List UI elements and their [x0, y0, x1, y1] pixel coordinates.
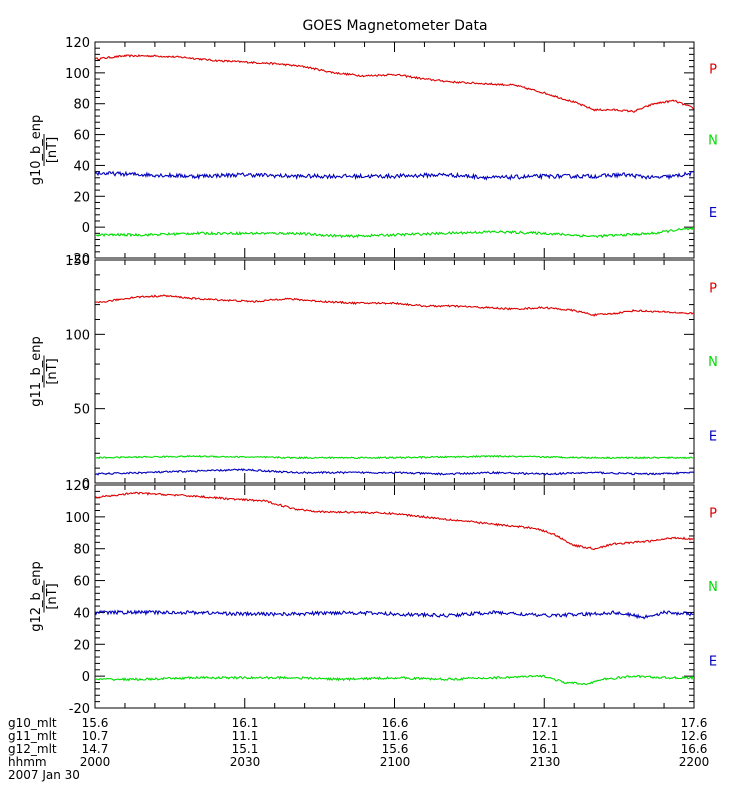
panel-1: -20 0 20 40 60 80 100 120 g10_b_enp [nT] P N E — [29, 36, 718, 267]
y-tick-label: 120 — [65, 479, 90, 494]
x-row-value: 12.6 — [681, 729, 708, 743]
series-line-N — [95, 226, 694, 239]
x-row-value: 12.1 — [532, 729, 559, 743]
series-line-E — [95, 170, 694, 181]
x-row-value: 15.1 — [232, 742, 259, 756]
y-tick-label: -20 — [69, 702, 90, 717]
legend-N: N — [708, 134, 718, 149]
y-tick-label: -20 — [69, 252, 90, 267]
x-row-value: 17.6 — [681, 716, 708, 730]
x-row-value: 11.6 — [382, 729, 409, 743]
panel-frame — [94, 41, 695, 259]
series-line-P — [95, 491, 694, 551]
y-tick-label: 40 — [73, 159, 90, 174]
y-tick-label: 20 — [73, 638, 90, 653]
x-row-value: 16.6 — [382, 716, 409, 730]
x-row-value: 14.7 — [82, 742, 109, 756]
panel-3: -20 0 20 40 60 80 100 120 g12_b_enp [nT] P N E — [29, 479, 718, 717]
x-row-label: g10_mlt — [8, 716, 57, 730]
x-row-value: 15.6 — [82, 716, 109, 730]
x-row-value: 2130 — [530, 755, 561, 769]
series-line-E — [95, 609, 694, 620]
y-tick-label: 80 — [73, 543, 90, 558]
legend-E: E — [709, 206, 717, 221]
x-row-value: 2200 — [679, 755, 710, 769]
panel-2: 0 50 100 150 g11_b_enp [nT] P N E — [29, 254, 718, 492]
x-row-value: 16.1 — [532, 742, 559, 756]
panel-frame — [94, 484, 695, 709]
x-row-value: 10.7 — [82, 729, 109, 743]
x-row-value: 2100 — [380, 755, 411, 769]
y-tick-label: 0 — [82, 221, 90, 236]
x-row-value: 2030 — [230, 755, 261, 769]
x-row-value: 16.1 — [232, 716, 259, 730]
series-line-P — [95, 54, 694, 113]
legend-N: N — [708, 580, 718, 595]
legend-E: E — [709, 655, 717, 670]
x-row-label: g12_mlt — [8, 742, 57, 756]
series-line-E — [95, 468, 694, 476]
y-axis-label: g10_b_enp — [29, 115, 44, 186]
y-tick-label: 60 — [73, 129, 90, 144]
y-axis-label: g12_b_enp — [29, 561, 44, 632]
x-axis-table: g10_mlt 15.6 16.1 16.6 17.1 17.6 g11_mlt 10.7 11… — [8, 716, 709, 782]
series-line-P — [95, 294, 694, 317]
y-tick-label: 80 — [73, 98, 90, 113]
x-row-label: g11_mlt — [8, 729, 57, 743]
y-tick-label: 60 — [73, 575, 90, 590]
x-row-value: 16.6 — [681, 742, 708, 756]
y-axis-label: g11_b_enp — [29, 336, 44, 407]
x-row-value: 17.1 — [532, 716, 559, 730]
legend-P: P — [709, 62, 717, 77]
x-row-label: hhmm — [8, 755, 47, 769]
y-axis-unit: [nT] — [45, 358, 60, 384]
x-row-value: 15.6 — [382, 742, 409, 756]
y-axis-unit: [nT] — [45, 583, 60, 609]
y-tick-label: 40 — [73, 606, 90, 621]
legend-P: P — [709, 506, 717, 521]
y-tick-label: 120 — [65, 36, 90, 51]
legend-N: N — [708, 355, 718, 370]
x-axis-date: 2007 Jan 30 — [8, 768, 80, 782]
legend-E: E — [709, 430, 717, 445]
y-tick-label: 50 — [73, 403, 90, 418]
x-row-value: 2000 — [80, 755, 111, 769]
y-tick-label: 0 — [82, 670, 90, 685]
legend-P: P — [709, 281, 717, 296]
y-tick-label: 100 — [65, 328, 90, 343]
series-line-N — [95, 454, 694, 460]
y-tick-label: 100 — [65, 67, 90, 82]
y-tick-label: 100 — [65, 511, 90, 526]
panel-frame — [94, 259, 695, 484]
chart-title: GOES Magnetometer Data — [302, 18, 487, 34]
y-axis-unit: [nT] — [45, 137, 60, 163]
y-tick-label: 20 — [73, 190, 90, 205]
y-tick-label: 150 — [65, 254, 90, 269]
x-row-value: 11.1 — [232, 729, 259, 743]
y-tick-label: 0 — [82, 477, 90, 492]
series-line-N — [95, 674, 694, 686]
